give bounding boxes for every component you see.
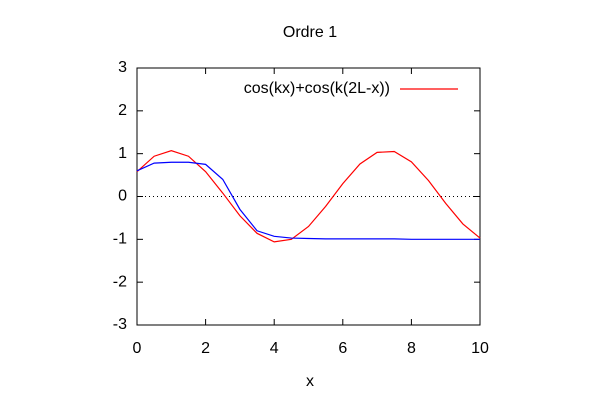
series-line — [136, 150, 481, 243]
x-tick-label: 2 — [201, 340, 210, 357]
y-tick-label: 2 — [118, 102, 127, 119]
chart-title: Ordre 1 — [283, 24, 337, 41]
x-axis-label: x — [306, 373, 314, 390]
x-tick-label: 10 — [471, 340, 489, 357]
series-line — [136, 161, 480, 240]
y-tick-label: 3 — [118, 59, 127, 76]
y-tick-label: -1 — [113, 231, 127, 248]
x-tick-label: 4 — [270, 340, 279, 357]
x-tick-label: 6 — [338, 340, 347, 357]
y-tick-label: -3 — [113, 316, 127, 333]
x-tick-label: 0 — [133, 340, 142, 357]
x-tick-label: 8 — [407, 340, 416, 357]
y-tick-label: 1 — [118, 145, 127, 162]
plot-border — [136, 67, 481, 326]
y-tick-label: -2 — [113, 273, 127, 290]
legend-label: cos(kx)+cos(k(2L-x)) — [244, 80, 390, 97]
y-tick-label: 0 — [118, 188, 127, 205]
